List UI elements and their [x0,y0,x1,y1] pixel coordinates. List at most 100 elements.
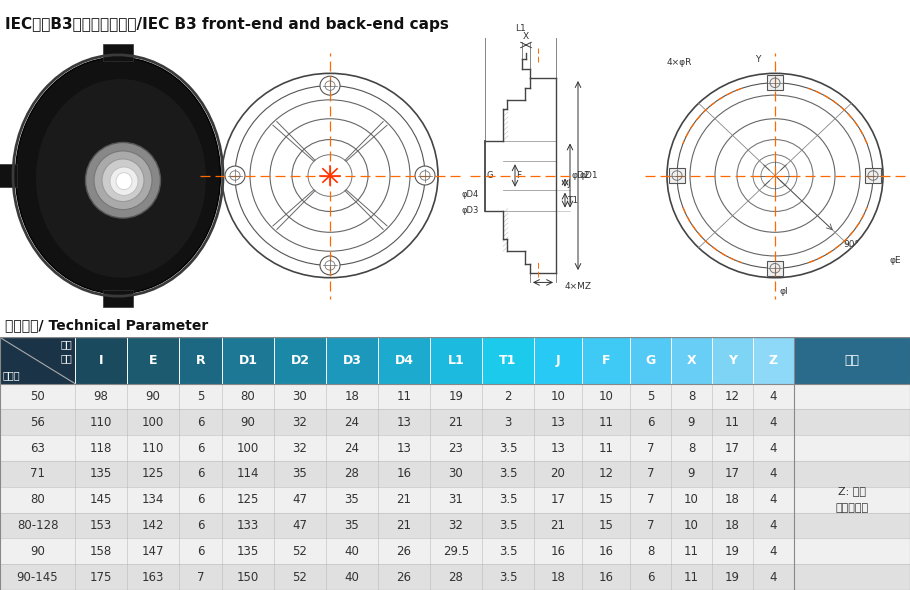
Text: 30: 30 [293,390,308,403]
Text: 4×φR: 4×φR [667,58,693,67]
Text: L1: L1 [448,354,464,367]
Text: 13: 13 [397,416,411,429]
Text: 11: 11 [599,416,613,429]
Text: D1: D1 [238,354,258,367]
Ellipse shape [94,151,152,209]
Text: 18: 18 [725,519,740,532]
Bar [0,164,17,187]
Text: 24: 24 [345,441,359,454]
Text: 47: 47 [292,493,308,506]
Text: 8: 8 [647,545,654,558]
Text: 29.5: 29.5 [443,545,469,558]
Text: 100: 100 [142,416,164,429]
Text: 6: 6 [197,519,204,532]
Bar [0,513,910,539]
Text: 32: 32 [292,441,308,454]
Text: 31: 31 [449,493,463,506]
Text: 7: 7 [647,519,654,532]
Text: 15: 15 [599,519,613,532]
Text: 21: 21 [449,416,463,429]
Text: E: E [148,354,157,367]
Text: 10: 10 [684,519,699,532]
Text: 7: 7 [647,493,654,506]
Bar [0,337,75,384]
Text: 4: 4 [770,571,777,584]
Text: 21: 21 [397,519,411,532]
Bar [0,435,910,461]
Bar [582,337,630,384]
Ellipse shape [102,159,144,202]
Text: 13: 13 [397,441,411,454]
Text: 7: 7 [647,467,654,480]
Text: 135: 135 [237,545,259,558]
Text: 5: 5 [197,390,204,403]
Text: D4: D4 [395,354,413,367]
Text: 153: 153 [90,519,112,532]
Ellipse shape [36,79,206,278]
Bar [326,337,378,384]
Text: 40: 40 [345,571,359,584]
Text: 32: 32 [292,416,308,429]
Text: 90: 90 [240,416,256,429]
Text: φI: φI [780,287,789,296]
Text: 18: 18 [551,571,565,584]
Text: 32: 32 [449,519,463,532]
Bar [222,337,274,384]
Text: 18: 18 [725,493,740,506]
Bar [75,337,127,384]
Text: 15: 15 [599,493,613,506]
Text: 18: 18 [345,390,359,403]
Bar [430,337,482,384]
Text: T1: T1 [500,354,517,367]
Text: 16: 16 [599,571,613,584]
Text: 4: 4 [770,493,777,506]
Text: 9: 9 [688,416,695,429]
Text: 21: 21 [551,519,565,532]
Text: 134: 134 [142,493,164,506]
Text: 3: 3 [504,416,511,429]
Text: 163: 163 [142,571,164,584]
Circle shape [320,76,340,95]
Bar [0,384,910,409]
Text: 6: 6 [197,416,204,429]
Text: φD3: φD3 [461,206,479,215]
Text: Z: Z [769,354,778,367]
Text: 12: 12 [599,467,613,480]
Bar [0,487,910,513]
Text: 125: 125 [237,493,259,506]
Text: G: G [645,354,655,367]
Ellipse shape [15,57,220,294]
Text: 40: 40 [345,545,359,558]
Text: 4: 4 [770,545,777,558]
Text: 21: 21 [397,493,411,506]
Bar [103,44,133,61]
Text: 2: 2 [504,390,511,403]
Text: 114: 114 [237,467,259,480]
Text: 90: 90 [30,545,45,558]
Circle shape [320,256,340,275]
Text: 10: 10 [599,390,613,403]
Text: 10: 10 [684,493,699,506]
Text: 35: 35 [345,519,359,532]
Bar [0,409,910,435]
Text: 4: 4 [770,390,777,403]
Text: 28: 28 [345,467,359,480]
Text: 4: 4 [770,467,777,480]
Text: 11: 11 [684,571,699,584]
Text: 3.5: 3.5 [499,519,517,532]
Text: 3.5: 3.5 [499,441,517,454]
Text: 19: 19 [449,390,463,403]
Text: 20: 20 [551,467,565,480]
Text: D2: D2 [290,354,309,367]
Bar [753,337,794,384]
Text: 3.5: 3.5 [499,545,517,558]
Bar [179,337,222,384]
Text: 158: 158 [90,545,112,558]
Bar [534,337,582,384]
Text: 16: 16 [599,545,613,558]
Text: 11: 11 [397,390,411,403]
Text: φD4: φD4 [461,190,479,199]
Text: 3.5: 3.5 [499,467,517,480]
Text: IEC系列B3前端盖、后端盖/IEC B3 front-end and back-end caps: IEC系列B3前端盖、后端盖/IEC B3 front-end and back… [5,17,449,32]
Text: 备注: 备注 [844,354,860,367]
